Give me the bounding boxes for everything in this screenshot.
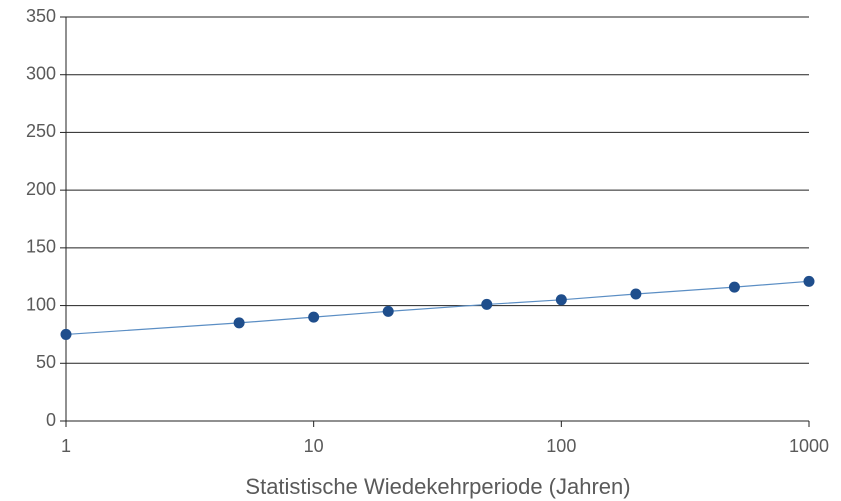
- data-point: [728, 281, 740, 293]
- data-point: [630, 288, 642, 300]
- series-line: [65, 280, 810, 336]
- y-tick-label: 150: [26, 237, 56, 257]
- x-tick-label: 10: [304, 436, 324, 456]
- data-point: [555, 294, 567, 306]
- y-tick-label: 0: [46, 410, 56, 430]
- y-tick-label: 250: [26, 121, 56, 141]
- data-point: [382, 305, 394, 317]
- y-tick-label: 50: [36, 352, 56, 372]
- data-point: [481, 298, 493, 310]
- data-point: [233, 317, 245, 329]
- x-tick-label: 100: [546, 436, 576, 456]
- x-tick-label: 1: [61, 436, 71, 456]
- y-tick-label: 200: [26, 179, 56, 199]
- data-point: [308, 311, 320, 323]
- data-point: [803, 275, 815, 287]
- x-axis-title: Statistische Wiedekehrperiode (Jahren): [245, 474, 630, 499]
- y-tick-label: 100: [26, 294, 56, 314]
- y-tick-label: 350: [26, 6, 56, 26]
- x-tick-label: 1000: [789, 436, 829, 456]
- y-tick-label: 300: [26, 63, 56, 83]
- data-point: [60, 328, 72, 340]
